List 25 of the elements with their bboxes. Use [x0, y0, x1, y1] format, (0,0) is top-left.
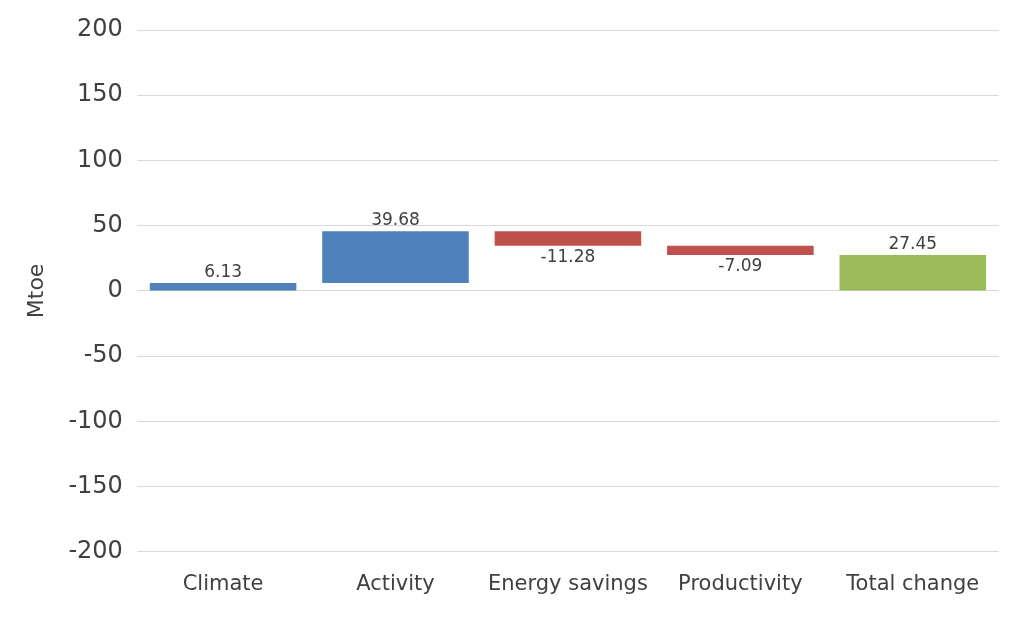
y-tick-label: -50 [83, 340, 123, 369]
data-label: 39.68 [371, 209, 420, 230]
y-tick-label: 100 [77, 144, 123, 173]
x-tick-label: Climate [182, 570, 264, 595]
data-label: 27.45 [888, 233, 938, 254]
bar [149, 282, 297, 291]
y-tick-label: -100 [68, 405, 123, 434]
y-tick-label: 150 [77, 79, 123, 108]
y-tick-label: -200 [68, 536, 123, 565]
bar [839, 255, 987, 291]
y-axis-title: Mtoe [22, 263, 48, 319]
bar [322, 231, 469, 283]
data-label: 6.13 [204, 260, 243, 281]
bar [667, 245, 814, 256]
data-label: -11.28 [540, 245, 596, 266]
data-label: -7.09 [718, 255, 763, 276]
y-tick-label: -150 [68, 470, 123, 499]
y-tick-label: 50 [92, 209, 123, 238]
y-tick-label: 200 [77, 14, 123, 43]
x-tick-label: Productivity [678, 570, 803, 595]
x-tick-label: Energy savings [488, 570, 648, 595]
y-tick-label: 0 [107, 275, 123, 304]
x-tick-label: Activity [356, 570, 435, 595]
x-tick-label: Total change [845, 570, 980, 595]
bar [494, 231, 642, 246]
